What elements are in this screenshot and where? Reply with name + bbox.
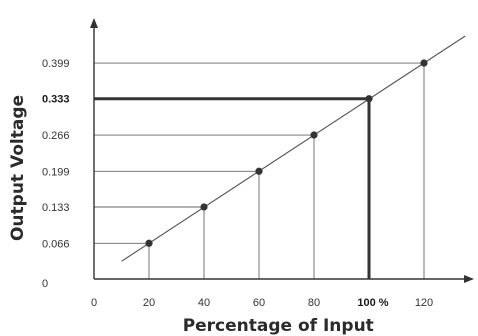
x-tick-label-4: 80 bbox=[308, 297, 320, 309]
y-axis-title: Output Voltage bbox=[8, 95, 28, 241]
x-tick-label-0: 0 bbox=[91, 297, 97, 309]
y-tick-label-5: 0.333 bbox=[42, 94, 70, 106]
data-point-2 bbox=[255, 167, 263, 175]
x-tick-label-2: 40 bbox=[198, 297, 210, 309]
y-tick-labels: 0 0.066 0.133 0.199 0.266 0.333 0.399 bbox=[42, 58, 70, 290]
y-tick-label-1: 0.066 bbox=[42, 238, 70, 250]
x-tick-label-1: 20 bbox=[143, 297, 155, 309]
x-axis-arrow bbox=[464, 275, 474, 283]
y-tick-label-4: 0.266 bbox=[42, 130, 70, 142]
series-line bbox=[121, 35, 466, 262]
highlight-guides bbox=[94, 97, 371, 279]
y-axis-arrow bbox=[90, 18, 98, 28]
x-tick-label-6: 120 bbox=[415, 297, 433, 309]
axes bbox=[90, 18, 474, 283]
data-point-0 bbox=[145, 239, 153, 247]
data-point-3 bbox=[310, 131, 318, 139]
series-line-path bbox=[121, 35, 466, 262]
x-tick-labels: 0 20 40 60 80 100 % 120 bbox=[91, 297, 433, 309]
y-tick-label-6: 0.399 bbox=[42, 58, 70, 70]
guide-lines bbox=[94, 62, 425, 279]
data-point-4 bbox=[365, 95, 373, 103]
y-tick-label-0: 0 bbox=[42, 278, 48, 290]
x-axis-title: Percentage of Input bbox=[183, 316, 374, 336]
data-point-5 bbox=[420, 59, 428, 67]
data-points bbox=[145, 59, 428, 247]
y-tick-label-2: 0.133 bbox=[42, 202, 70, 214]
y-tick-label-3: 0.199 bbox=[42, 166, 70, 178]
x-tick-label-5: 100 % bbox=[357, 297, 388, 309]
data-point-1 bbox=[200, 203, 208, 211]
x-tick-label-3: 60 bbox=[253, 297, 265, 309]
